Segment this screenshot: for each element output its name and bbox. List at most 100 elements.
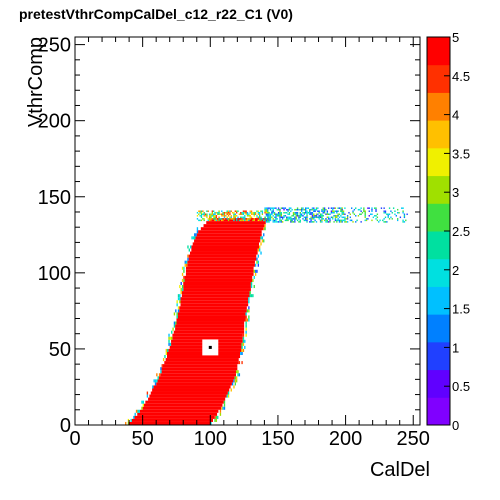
heatmap-cell	[168, 339, 170, 343]
heatmap-cell	[137, 412, 218, 416]
heatmap-cell	[359, 213, 361, 216]
heatmap-cell	[338, 207, 341, 209]
heatmap-cell	[253, 213, 255, 216]
heatmap-cell	[181, 294, 250, 298]
heatmap-cell	[348, 211, 350, 214]
heatmap-cell	[299, 211, 301, 214]
heatmap-cell	[267, 207, 269, 209]
heatmap-cell	[267, 221, 269, 223]
heatmap-cell	[222, 211, 224, 214]
heatmap-cell	[313, 218, 315, 220]
heatmap-cell	[286, 208, 288, 211]
heatmap-cell	[257, 254, 259, 258]
heatmap-cell	[286, 218, 288, 220]
y-tick-label: 200	[38, 111, 71, 133]
heatmap-cell	[259, 216, 261, 219]
heatmap-cell	[277, 207, 280, 209]
heatmap-cell	[326, 216, 328, 219]
heatmap-cell	[394, 210, 396, 212]
heatmap-cell	[292, 221, 295, 223]
heatmap-cell	[364, 216, 366, 219]
heatmap-cell	[254, 272, 257, 276]
heatmap-cell	[273, 219, 276, 222]
heatmap-cell	[236, 215, 238, 217]
heatmap-cell	[168, 342, 170, 346]
colorbar-tick-label: 4	[452, 108, 459, 123]
heatmap-cell	[273, 221, 276, 223]
heatmap-cell	[261, 236, 264, 240]
heatmap-cell	[268, 216, 270, 219]
heatmap-cell	[397, 211, 399, 214]
heatmap-cell	[230, 218, 232, 220]
heatmap-cell	[265, 218, 268, 220]
heatmap-cell	[202, 218, 204, 220]
heatmap-cell	[242, 348, 245, 352]
heatmap-cell	[223, 213, 226, 216]
heatmap-cell	[356, 219, 358, 222]
heatmap-cell	[302, 218, 304, 220]
heatmap-cell	[127, 421, 130, 425]
heatmap-cell	[368, 215, 370, 217]
heatmap-cell	[259, 213, 261, 216]
colorbar-tick-label: 4.5	[452, 69, 470, 84]
heatmap-cell	[250, 285, 253, 289]
heatmap-cell	[306, 216, 308, 219]
heatmap-cell	[214, 216, 216, 219]
colorbar-tick-label: 3	[452, 185, 459, 200]
heatmap-cell	[180, 291, 182, 295]
heatmap-cell	[242, 333, 245, 337]
heatmap-cell	[275, 218, 277, 220]
heatmap-cell	[248, 315, 250, 319]
heatmap-cell	[269, 208, 272, 211]
colorbar-tick-label: 0	[452, 418, 459, 433]
heatmap-cell	[221, 406, 223, 410]
heatmap-cell	[173, 324, 176, 328]
heatmap-cell	[133, 415, 135, 419]
heatmap-cell	[305, 218, 307, 220]
heatmap-cell	[372, 216, 374, 219]
heatmap-cell	[169, 336, 172, 340]
heatmap-cell	[397, 219, 399, 222]
heatmap-cell	[363, 207, 365, 209]
heatmap-cell	[241, 219, 243, 222]
heatmap-cell	[148, 397, 226, 401]
heatmap-cell	[237, 370, 239, 374]
heatmap-cell	[360, 207, 362, 209]
heatmap-cell	[176, 318, 246, 322]
heatmap-cell	[287, 208, 289, 211]
heatmap-cell	[229, 211, 231, 214]
heatmap-cell	[181, 278, 184, 282]
heatmap-cell	[233, 379, 235, 383]
heatmap-cell	[328, 216, 330, 219]
heatmap-cell	[245, 210, 247, 212]
heatmap-cell	[183, 285, 251, 289]
heatmap-cell	[214, 213, 216, 216]
heatmap-cell	[227, 211, 230, 214]
heatmap-cell	[175, 324, 245, 328]
heatmap-cell	[168, 336, 170, 340]
heatmap-cell	[236, 379, 238, 383]
heatmap-cell	[334, 216, 337, 219]
heatmap-cell	[382, 219, 384, 222]
heatmap-cell	[282, 221, 284, 223]
heatmap-cell	[253, 275, 255, 279]
heatmap-cell	[261, 213, 264, 216]
heatmap-cell	[284, 215, 287, 217]
heatmap-cell	[248, 215, 250, 217]
heatmap-cell	[233, 218, 235, 220]
heatmap-cell	[311, 216, 314, 219]
heatmap-cell	[218, 219, 220, 222]
heatmap-cell	[283, 211, 285, 214]
heatmap-cell	[267, 215, 269, 217]
heatmap-cell	[369, 213, 372, 216]
heatmap-cell	[225, 211, 227, 214]
colorbar-band	[427, 92, 450, 121]
heatmap-cell	[342, 213, 345, 216]
heatmap-cell	[249, 218, 251, 220]
heatmap-cell	[322, 215, 324, 217]
heatmap-cell	[234, 215, 236, 217]
heatmap-cell	[233, 211, 235, 214]
heatmap-cell	[303, 213, 305, 216]
heatmap-cell	[188, 254, 257, 258]
heatmap-cell	[357, 215, 360, 217]
